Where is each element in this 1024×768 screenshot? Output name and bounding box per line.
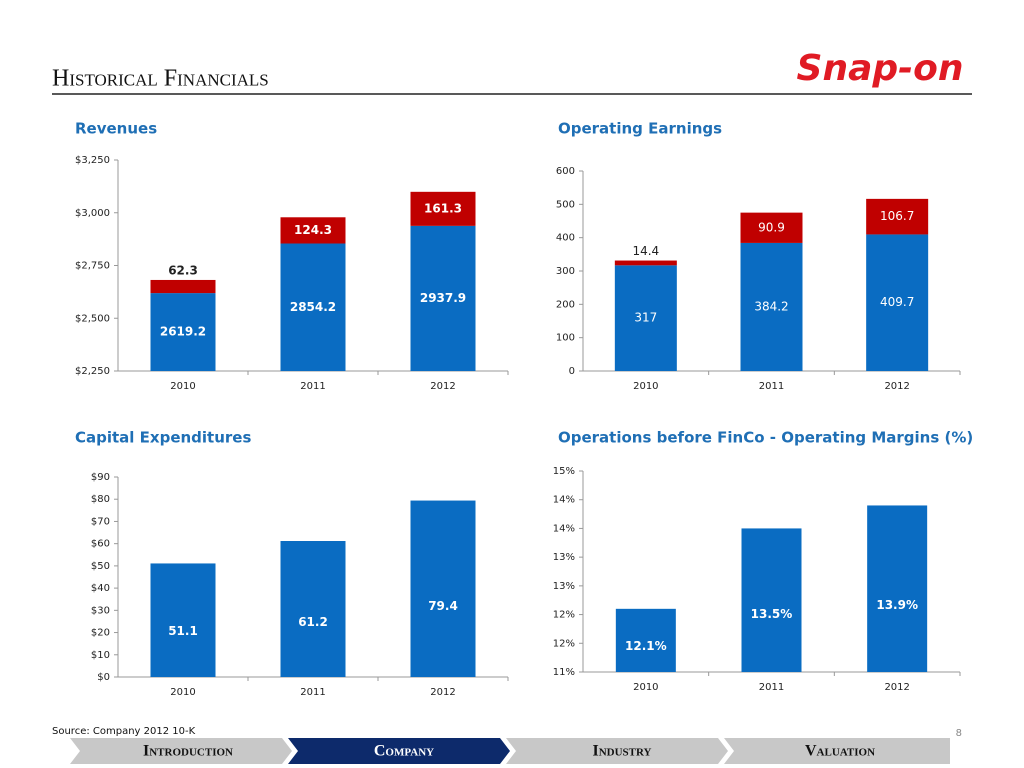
y-tick-label: 300 <box>556 266 575 277</box>
y-tick-label: 15% <box>553 466 575 477</box>
data-label: 61.2 <box>298 615 328 629</box>
data-label: 409.7 <box>880 295 914 309</box>
data-label: 2619.2 <box>160 325 206 339</box>
y-tick-label: $40 <box>91 583 110 594</box>
data-label: 106.7 <box>880 209 914 223</box>
y-tick-label: $3,000 <box>75 208 110 219</box>
x-tick-label: 2010 <box>633 381 658 392</box>
data-label: 12.1% <box>625 639 667 653</box>
y-tick-label: 600 <box>556 166 575 177</box>
x-tick-label: 2012 <box>430 381 455 392</box>
data-label: 317 <box>634 311 657 325</box>
y-tick-label: 14% <box>553 495 575 506</box>
chart-title: Operations before FinCo - Operating Marg… <box>558 429 973 447</box>
page-number: 8 <box>956 728 962 739</box>
bar <box>614 260 677 266</box>
y-tick-label: 13% <box>553 581 575 592</box>
bar <box>867 505 928 672</box>
data-label: 13.5% <box>751 607 793 621</box>
bar <box>410 225 476 371</box>
y-tick-label: $20 <box>91 628 110 639</box>
nav-tab[interactable] <box>724 738 950 764</box>
x-tick-label: 2012 <box>884 682 909 693</box>
x-tick-label: 2011 <box>759 682 784 693</box>
chart-title: Operating Earnings <box>558 120 722 138</box>
bar <box>866 198 929 235</box>
y-tick-label: $50 <box>91 561 110 572</box>
y-tick-label: 12% <box>553 638 575 649</box>
y-tick-label: $2,500 <box>75 313 110 324</box>
y-tick-label: 200 <box>556 299 575 310</box>
bar <box>150 279 216 294</box>
y-tick-label: $3,250 <box>75 155 110 166</box>
y-tick-label: 100 <box>556 333 575 344</box>
y-tick-label: 13% <box>553 552 575 563</box>
y-tick-label: $10 <box>91 650 110 661</box>
bar <box>410 500 476 677</box>
data-label: 62.3 <box>168 263 198 277</box>
bar <box>866 234 929 371</box>
data-label: 14.4 <box>632 244 659 258</box>
y-tick-label: 400 <box>556 233 575 244</box>
x-tick-label: 2011 <box>300 687 325 698</box>
y-tick-label: $90 <box>91 472 110 483</box>
y-tick-label: $0 <box>97 672 110 683</box>
data-label: 90.9 <box>758 220 785 234</box>
bar <box>280 243 346 371</box>
data-label: 384.2 <box>754 299 788 313</box>
x-tick-label: 2010 <box>170 381 195 392</box>
nav-tab[interactable] <box>70 738 292 764</box>
y-tick-label: $2,250 <box>75 366 110 377</box>
nav-label[interactable]: Introduction <box>143 743 233 760</box>
x-tick-label: 2012 <box>430 687 455 698</box>
data-label: 51.1 <box>168 624 198 638</box>
y-tick-label: 12% <box>553 610 575 621</box>
source-note: Source: Company 2012 10-K <box>52 726 196 737</box>
data-label: 2854.2 <box>290 300 336 314</box>
chart-title: Capital Expenditures <box>75 429 251 447</box>
nav-label[interactable]: Industry <box>592 743 651 760</box>
x-tick-label: 2011 <box>759 381 784 392</box>
y-tick-label: 500 <box>556 199 575 210</box>
y-tick-label: $80 <box>91 494 110 505</box>
y-tick-label: 11% <box>553 667 575 678</box>
bar <box>614 265 677 371</box>
bar <box>740 242 803 371</box>
nav-tab-active[interactable] <box>288 738 510 764</box>
bar <box>150 293 216 371</box>
y-tick-label: $2,750 <box>75 261 110 272</box>
data-label: 79.4 <box>428 599 458 613</box>
logo: Snap-on <box>797 48 964 89</box>
y-tick-label: 0 <box>569 366 575 377</box>
chart-title: Revenues <box>75 120 157 138</box>
x-tick-label: 2010 <box>633 682 658 693</box>
bar <box>740 212 803 243</box>
y-tick-label: $70 <box>91 516 110 527</box>
y-tick-label: $30 <box>91 605 110 616</box>
bar <box>741 528 802 672</box>
bar <box>280 541 346 677</box>
y-tick-label: 14% <box>553 523 575 534</box>
bar <box>280 217 346 244</box>
x-tick-label: 2010 <box>170 687 195 698</box>
bar <box>410 191 476 226</box>
y-tick-label: $60 <box>91 539 110 550</box>
nav-tab[interactable] <box>506 738 728 764</box>
bar <box>150 563 216 677</box>
x-tick-label: 2012 <box>884 381 909 392</box>
x-tick-label: 2011 <box>300 381 325 392</box>
bar <box>615 608 676 672</box>
nav-label[interactable]: Company <box>374 743 434 760</box>
data-label: 161.3 <box>424 201 462 215</box>
data-label: 124.3 <box>294 223 332 237</box>
data-label: 2937.9 <box>420 291 466 305</box>
nav-label[interactable]: Valuation <box>805 743 875 760</box>
slide-title: Historical Financials <box>52 66 269 92</box>
data-label: 13.9% <box>876 598 918 612</box>
